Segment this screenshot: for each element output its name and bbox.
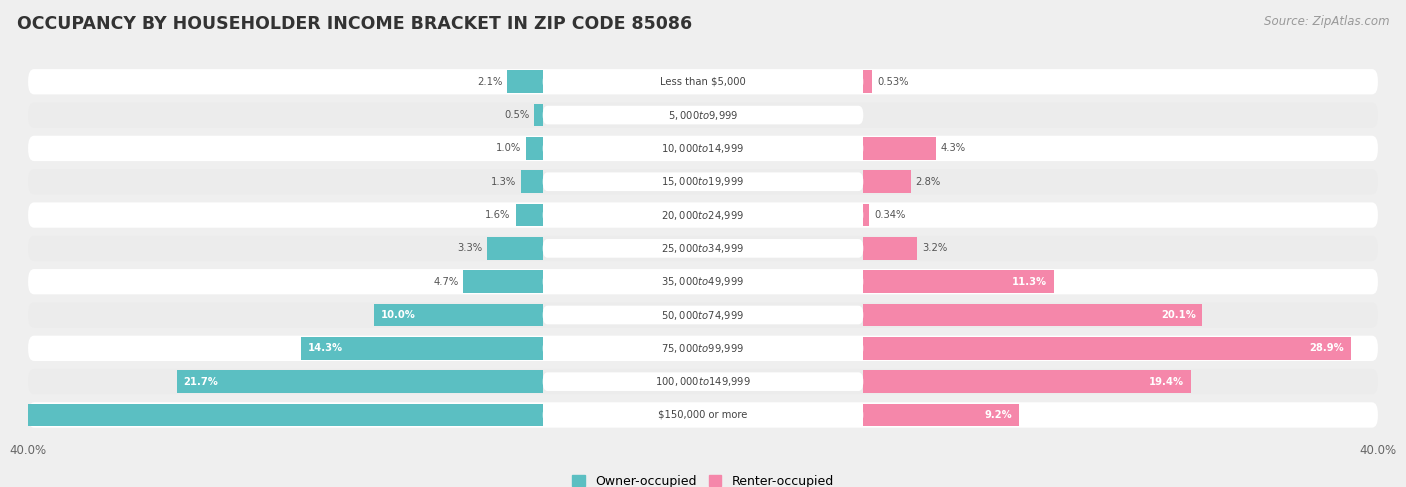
FancyBboxPatch shape (28, 269, 1378, 294)
Text: $20,000 to $24,999: $20,000 to $24,999 (661, 208, 745, 222)
FancyBboxPatch shape (28, 336, 1378, 361)
FancyBboxPatch shape (543, 106, 863, 124)
Text: 3.2%: 3.2% (922, 244, 948, 253)
Bar (863, 71, 872, 93)
Text: 14.3%: 14.3% (308, 343, 343, 354)
Bar (863, 170, 911, 193)
Text: 9.2%: 9.2% (984, 410, 1012, 420)
FancyBboxPatch shape (543, 239, 863, 258)
FancyBboxPatch shape (543, 373, 863, 391)
FancyBboxPatch shape (28, 136, 1378, 161)
Text: OCCUPANCY BY HOUSEHOLDER INCOME BRACKET IN ZIP CODE 85086: OCCUPANCY BY HOUSEHOLDER INCOME BRACKET … (17, 15, 692, 33)
Text: 2.1%: 2.1% (477, 77, 502, 87)
FancyBboxPatch shape (28, 236, 1378, 261)
Text: 4.7%: 4.7% (433, 277, 458, 287)
FancyBboxPatch shape (28, 102, 1378, 128)
FancyBboxPatch shape (28, 69, 1378, 94)
Bar (863, 370, 1191, 393)
Text: $75,000 to $99,999: $75,000 to $99,999 (661, 342, 745, 355)
Text: 11.3%: 11.3% (1012, 277, 1047, 287)
Bar (516, 204, 543, 226)
FancyBboxPatch shape (28, 402, 1378, 428)
Text: 1.6%: 1.6% (485, 210, 510, 220)
Text: $25,000 to $34,999: $25,000 to $34,999 (661, 242, 745, 255)
FancyBboxPatch shape (543, 172, 863, 191)
Text: $5,000 to $9,999: $5,000 to $9,999 (668, 109, 738, 122)
Bar (508, 71, 543, 93)
Bar (301, 337, 543, 360)
FancyBboxPatch shape (28, 169, 1378, 194)
Text: $50,000 to $74,999: $50,000 to $74,999 (661, 308, 745, 321)
Bar (863, 337, 1351, 360)
Text: 28.9%: 28.9% (1309, 343, 1344, 354)
Text: $35,000 to $49,999: $35,000 to $49,999 (661, 275, 745, 288)
Text: 10.0%: 10.0% (381, 310, 416, 320)
Text: $10,000 to $14,999: $10,000 to $14,999 (661, 142, 745, 155)
Text: 3.3%: 3.3% (457, 244, 482, 253)
Text: $15,000 to $19,999: $15,000 to $19,999 (661, 175, 745, 188)
Text: 0.53%: 0.53% (877, 77, 908, 87)
Bar (177, 370, 543, 393)
FancyBboxPatch shape (28, 369, 1378, 394)
FancyBboxPatch shape (28, 302, 1378, 328)
Bar (374, 304, 543, 326)
Bar (486, 237, 543, 260)
Text: 4.3%: 4.3% (941, 143, 966, 153)
Text: 1.3%: 1.3% (491, 177, 516, 187)
Bar (534, 104, 543, 127)
Text: $150,000 or more: $150,000 or more (658, 410, 748, 420)
Bar (863, 137, 936, 160)
Text: 21.7%: 21.7% (183, 376, 218, 387)
Text: 20.1%: 20.1% (1161, 310, 1195, 320)
Bar (526, 137, 543, 160)
Text: Source: ZipAtlas.com: Source: ZipAtlas.com (1264, 15, 1389, 28)
FancyBboxPatch shape (28, 203, 1378, 228)
Text: Less than $5,000: Less than $5,000 (661, 77, 745, 87)
Bar (520, 170, 543, 193)
FancyBboxPatch shape (543, 139, 863, 158)
Bar (863, 304, 1202, 326)
FancyBboxPatch shape (543, 206, 863, 225)
Text: 2.8%: 2.8% (915, 177, 941, 187)
Bar (863, 404, 1018, 426)
Bar (863, 204, 869, 226)
Legend: Owner-occupied, Renter-occupied: Owner-occupied, Renter-occupied (568, 470, 838, 487)
Text: $100,000 to $149,999: $100,000 to $149,999 (655, 375, 751, 388)
Text: 1.0%: 1.0% (495, 143, 520, 153)
FancyBboxPatch shape (543, 73, 863, 91)
FancyBboxPatch shape (543, 339, 863, 357)
Text: 0.34%: 0.34% (875, 210, 905, 220)
Bar (0, 404, 543, 426)
Text: 19.4%: 19.4% (1149, 376, 1184, 387)
Text: 0.5%: 0.5% (503, 110, 529, 120)
FancyBboxPatch shape (543, 306, 863, 324)
FancyBboxPatch shape (543, 406, 863, 424)
Bar (863, 270, 1054, 293)
Bar (464, 270, 543, 293)
FancyBboxPatch shape (543, 272, 863, 291)
Bar (863, 237, 917, 260)
